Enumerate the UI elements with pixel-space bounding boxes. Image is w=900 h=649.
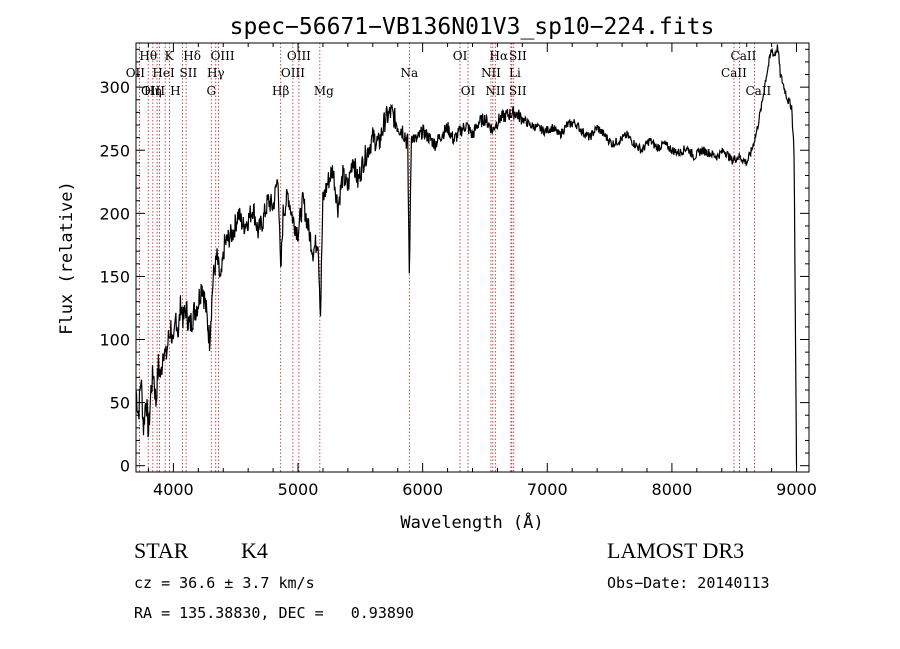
object-class: STAR	[134, 538, 189, 563]
spectral-line-label: H	[170, 84, 180, 98]
spectral-line-label: CaII	[721, 66, 747, 80]
plot-frame	[135, 42, 810, 473]
x-tick-label: 4000	[153, 480, 194, 499]
spectral-line-label: Hη	[144, 84, 162, 98]
spectral-line-label: OIII	[281, 66, 305, 80]
chart-title: spec−56671−VB136N01V3_sp10−224.fits	[230, 14, 715, 40]
y-tick-label: 200	[99, 204, 130, 223]
spectral-line-label: Hγ	[207, 66, 225, 80]
spectral-line-label: NII	[481, 66, 501, 80]
y-tick-label: 50	[110, 394, 130, 413]
x-tick-label: 8000	[652, 480, 693, 499]
spectral-line-label: NII	[485, 84, 505, 98]
spectral-line-label: Hβ	[272, 84, 289, 98]
spectral-line-label: G	[206, 84, 216, 98]
redshift-text: cz = 36.6 ± 3.7 km/s	[134, 574, 315, 592]
x-axis-label: Wavelength (Å)	[400, 511, 543, 533]
y-tick-label: 250	[99, 141, 130, 160]
spectral-line-label: Hα	[490, 49, 509, 63]
spectral-line-label: OIII	[211, 49, 235, 63]
spectral-line-label: Hδ	[183, 49, 201, 63]
object-subclass: K4	[241, 538, 268, 563]
y-tick-label: 100	[99, 331, 130, 350]
y-tick-label: 300	[99, 78, 130, 97]
flux-series-line	[135, 44, 798, 466]
coordinates-text: RA = 135.38830, DEC = 0.93890	[134, 604, 414, 622]
spectral-line-label: OIII	[287, 49, 311, 63]
spectral-line-label: K	[165, 49, 175, 63]
spectral-line-label: OII	[126, 66, 146, 80]
spectral-line-labels: Hθ OII OIII K HeI Hη H Hδ SII OIII Hγ G OIII OIII Hβ Mg…	[126, 49, 772, 98]
spectral-line-label: Hθ	[139, 49, 157, 63]
spectral-line-label: OI	[453, 49, 468, 63]
axis-ticks: 4000 5000 6000 7000 8000 9000 0 50 100 150 200 250 3…	[99, 43, 817, 499]
x-tick-label: 7000	[527, 480, 568, 499]
spectral-line-label: SII	[509, 84, 527, 98]
spectral-line-label: Li	[509, 66, 521, 80]
survey-name: LAMOST DR3	[607, 538, 745, 563]
spectral-line-label: CaII	[745, 84, 771, 98]
spectral-line-label: SII	[180, 66, 198, 80]
spectral-line-label: HeI	[152, 66, 175, 80]
x-tick-label: 9000	[776, 480, 817, 499]
spectral-line-markers	[138, 43, 755, 472]
spectral-line-label: Na	[400, 66, 418, 80]
y-tick-label: 0	[120, 457, 130, 476]
y-axis-label: Flux (relative)	[57, 181, 77, 335]
spectral-line-label: CaII	[731, 49, 757, 63]
y-tick-label: 150	[99, 267, 130, 286]
obs-date-text: Obs−Date: 20140113	[607, 574, 770, 592]
x-tick-label: 6000	[402, 480, 443, 499]
x-tick-label: 5000	[278, 480, 319, 499]
spectral-line-label: Mg	[314, 84, 334, 98]
spectral-line-label: OI	[461, 84, 476, 98]
spectral-line-label: OIII	[141, 84, 165, 98]
spectral-line-label: SII	[509, 49, 527, 63]
